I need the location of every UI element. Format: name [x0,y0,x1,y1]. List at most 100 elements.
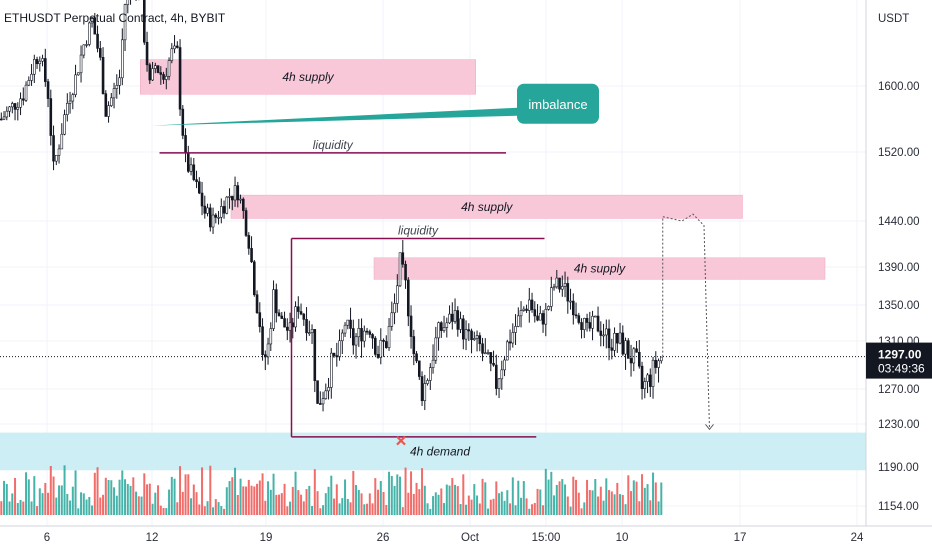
volume-bar [272,473,275,515]
candle-body [2,116,6,120]
volume-bar [209,465,212,515]
volume-bar [434,492,437,515]
volume-bar [41,493,44,515]
supply-label: 4h supply [282,70,334,84]
volume-bar [580,508,583,515]
candle-body [236,185,240,201]
candle-body [93,17,97,35]
volume-bar [572,476,575,515]
candle-body [99,48,102,58]
volume-bar [610,491,613,515]
volume-bar [470,499,473,515]
y-tick-label: 1154.00 [878,501,919,513]
candle-body [439,322,443,331]
volume-bar [423,485,426,515]
volume-bar [355,484,358,515]
volume-bar [132,477,135,515]
volume-bar [404,467,407,515]
volume-bar [649,500,652,515]
last-price-tag [866,342,932,379]
volume-bar [357,489,360,515]
candle-body [225,196,229,214]
volume-bar [121,470,124,515]
projection-path [662,213,710,430]
candle-body [533,309,537,317]
candle-body [547,306,550,310]
candle-body [77,72,80,76]
volume-bar [553,495,556,515]
candle-body [228,196,231,198]
volume-bar [278,494,281,515]
volume-bar [66,493,69,515]
candle-body [362,330,366,342]
candle-body [558,277,561,290]
volume-bar [377,489,380,515]
candle-body [220,206,223,218]
volume-bar [22,501,25,515]
volume-bar [239,478,242,515]
candle-body [552,286,556,289]
volume-bar [322,505,325,515]
volume-bar [616,482,619,515]
volume-bar [467,495,470,515]
volume-bar [558,481,561,515]
volume-bar [566,496,569,515]
candle-body [305,319,308,334]
candle-body [593,315,597,318]
y-tick-label: 1350.00 [878,300,920,312]
volume-bar [346,498,349,515]
volume-bar [594,479,597,515]
volume-bar [324,493,327,515]
volume-bar [443,503,446,515]
volume-bar [330,475,333,515]
volume-bar [143,473,146,515]
volume-bar [506,490,509,515]
candle-body [30,73,33,81]
x-tick-label: 15:00 [532,532,561,544]
candle-body [272,289,275,329]
volume-bar [366,503,369,515]
candle-body [571,300,575,316]
candle-body [302,313,306,320]
candle-body [615,332,619,344]
candle-body [505,341,509,361]
volume-bar [448,485,451,515]
x-tick-label: 24 [851,532,864,544]
volume-bar [36,506,39,515]
volume-bar [280,493,283,515]
candle-body [470,330,473,340]
candle-body [621,332,625,355]
candle-body [475,335,479,339]
volume-bar [489,499,492,515]
candle-body [200,192,204,207]
volume-bar [181,491,184,515]
volume-bar [93,472,96,515]
volume-bar [382,492,385,515]
candle-body [456,310,460,330]
time-axis[interactable]: 6 12 19 26 Oct 15:00 10 17 24 [0,525,932,544]
x-tick-label: 19 [260,532,273,544]
volume-bar [418,489,421,515]
price-axis[interactable]: USDT1154.001190.001230.001270.001310.001… [865,0,932,550]
candles [0,0,663,412]
candle-body [184,135,187,153]
candle-body [574,314,578,317]
candle-body [566,283,570,302]
volume-bar [151,503,154,515]
volume-bar [245,486,248,515]
volume-bar [484,482,487,515]
chart-title: ETHUSDT Perpetual Contract, 4h, BYBIT [4,11,226,25]
volume-bar [297,490,300,515]
candle-body [277,312,281,317]
candle-body [16,107,20,110]
candle-body [49,98,53,136]
candle-body [450,313,454,322]
volume-bar [360,493,363,515]
candle-body [387,325,391,348]
volume-bar [635,481,638,515]
candle-body [198,181,201,194]
volume-bar [368,493,371,515]
candle-body [478,335,482,345]
candle-body [648,374,652,387]
